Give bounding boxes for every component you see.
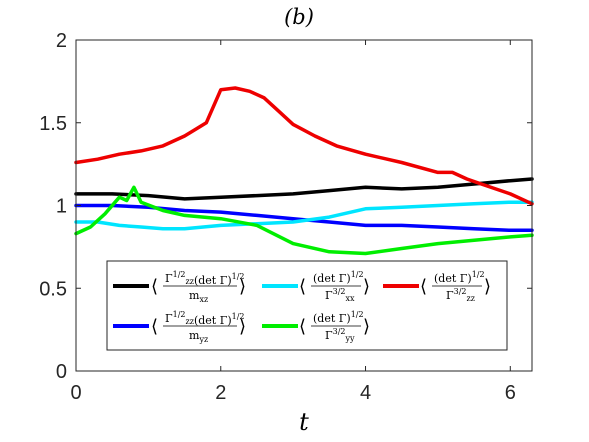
series-layer: [74, 86, 534, 256]
legend-entry-2: ⟨ Γ1/2zz(det Γ)1/2 myz ⟩: [113, 310, 246, 344]
legend-numerator: (det Γ)1/2: [434, 270, 485, 285]
legend-bracket-left: ⟨: [420, 276, 427, 297]
series-line-4: [74, 185, 534, 256]
legend-bracket-right: ⟩: [484, 276, 491, 297]
legend-denominator: mxz: [189, 289, 208, 304]
legend-bracket-left: ⟨: [151, 276, 158, 297]
x-tick-label: 2: [215, 382, 226, 404]
legend-entry-1: ⟨ Γ1/2zz(det Γ)1/2 mxz ⟩: [113, 270, 246, 304]
legend-bracket-right: ⟩: [363, 276, 370, 297]
legend-bracket-right: ⟩: [363, 316, 370, 337]
y-tick-label: 2: [56, 30, 67, 52]
legend-numerator: Γ1/2zz(det Γ)1/2: [165, 270, 245, 287]
y-tick-label: 0.5: [39, 278, 67, 300]
legend-entry-5: ⟨ (det Γ)1/2 Γ3/2zz ⟩: [383, 270, 491, 303]
series-line-1: [74, 177, 534, 201]
legend-bracket-left: ⟨: [299, 276, 306, 297]
legend-bracket-left: ⟨: [299, 316, 306, 337]
legend-numerator: (det Γ)1/2: [313, 310, 364, 325]
legend-box: [106, 260, 508, 351]
legend-numerator: Γ1/2zz(det Γ)1/2: [165, 310, 245, 327]
legend-denominator: Γ3/2zz: [446, 287, 475, 303]
x-tick-label: 0: [70, 382, 81, 404]
legend-entry-3: ⟨ (det Γ)1/2 Γ3/2xx ⟩: [262, 270, 370, 303]
chart-title: (b): [284, 5, 314, 29]
y-tick-label: 1: [56, 196, 67, 218]
x-axis-label: t: [299, 408, 309, 436]
legend-bracket-right: ⟩: [239, 276, 246, 297]
x-tick-label: 6: [505, 382, 516, 404]
legend-denominator: Γ3/2xx: [325, 287, 355, 303]
ticks-layer: 0 2 4 6 0 0.5 1 1.5 2: [39, 30, 532, 404]
series-line-3: [74, 200, 534, 231]
legend-bracket-right: ⟩: [239, 316, 246, 337]
legend-numerator: (det Γ)1/2: [313, 270, 364, 285]
legend-entry-4: ⟨ (det Γ)1/2 Γ3/2yy ⟩: [262, 310, 370, 343]
legend: ⟨ Γ1/2zz(det Γ)1/2 mxz ⟩ ⟨ Γ1/2zz(det Γ)1/2 my…: [106, 260, 508, 351]
legend-denominator: myz: [189, 329, 208, 344]
legend-denominator: Γ3/2yy: [325, 327, 355, 343]
x-tick-label: 4: [360, 382, 371, 404]
legend-bracket-left: ⟨: [151, 316, 158, 337]
y-tick-label: 0: [56, 361, 67, 383]
y-tick-label: 1.5: [39, 113, 67, 135]
series-line-5: [74, 86, 534, 206]
